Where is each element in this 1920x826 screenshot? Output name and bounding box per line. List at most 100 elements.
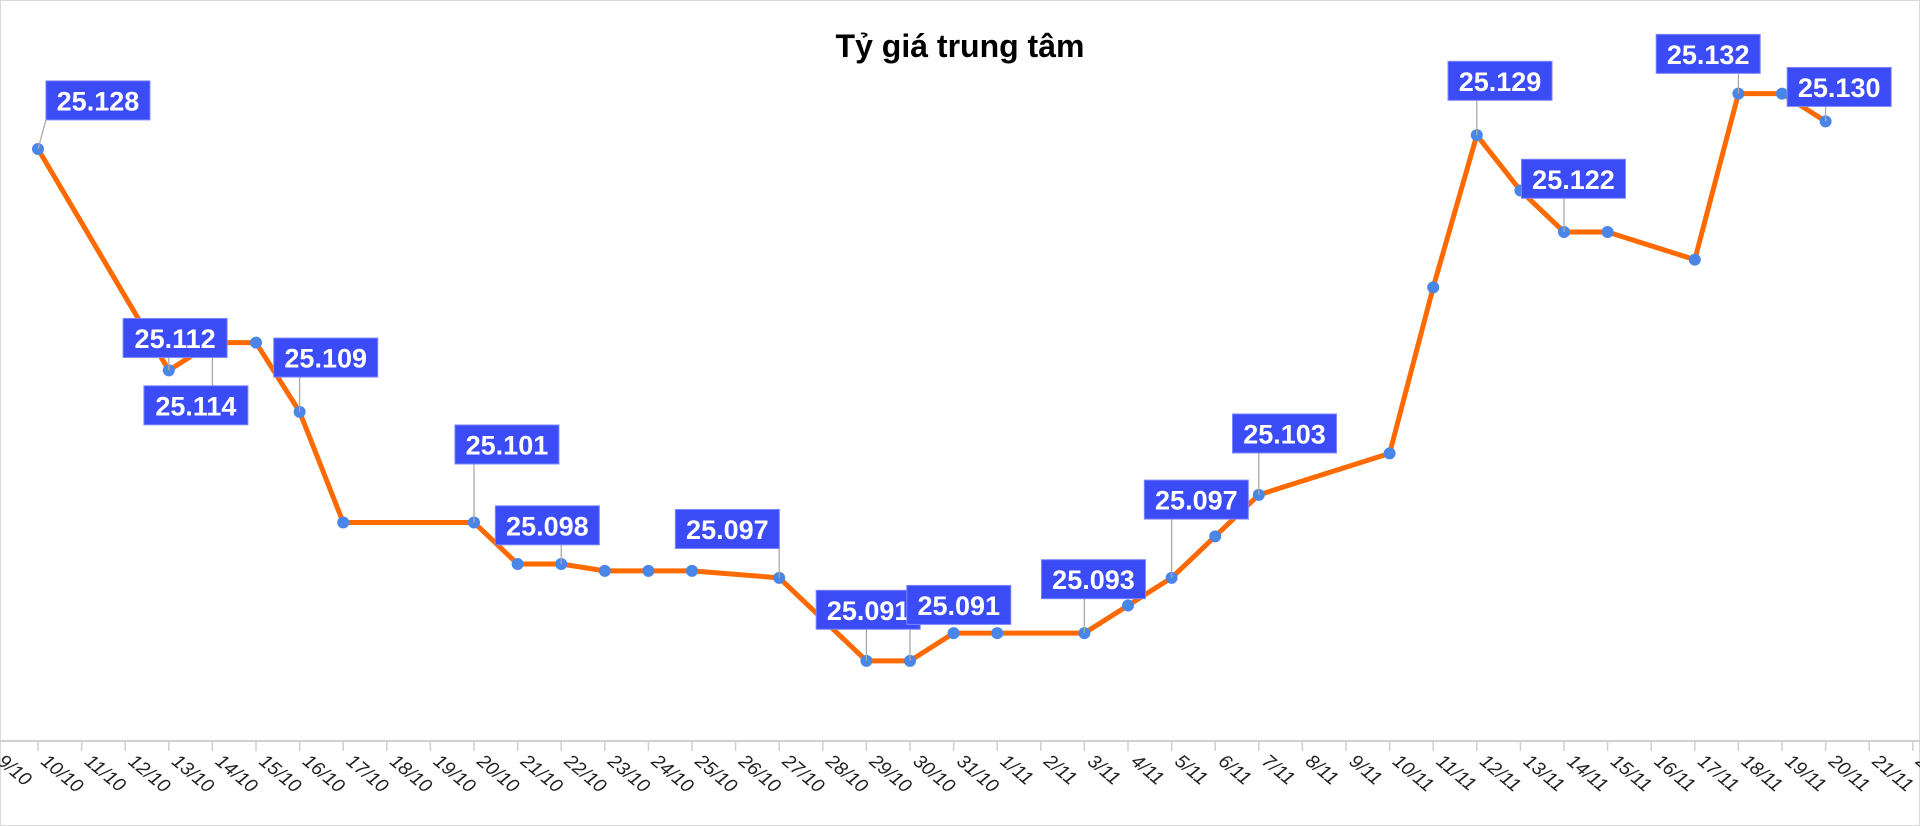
data-point: [511, 557, 524, 570]
x-tick-label: 11/11: [1432, 751, 1480, 796]
data-label-text: 25.112: [135, 324, 216, 354]
data-label-text: 25.128: [57, 86, 140, 116]
data-label-box: [1143, 479, 1249, 520]
data-label-box: [494, 505, 600, 546]
x-tick-label: 12/11: [1476, 751, 1525, 797]
data-point: [1383, 447, 1396, 460]
x-tick-label: 17/10: [342, 751, 392, 798]
data-label-box: [1786, 66, 1892, 107]
x-tick-label: 22/11: [1911, 750, 1920, 796]
x-tick-label: 22/10: [559, 750, 610, 798]
data-label-box: [1040, 559, 1146, 600]
data-point: [1427, 281, 1440, 294]
x-tick-label: 6/11: [1214, 751, 1255, 790]
data-label-box: [906, 584, 1012, 625]
data-label-box: [1520, 158, 1626, 199]
x-tick-label: 29/10: [864, 750, 915, 798]
x-tick-label: 15/10: [255, 751, 305, 798]
data-point: [686, 564, 698, 577]
x-tick-label: 14/10: [211, 751, 261, 798]
x-tick-label: 9/10: [0, 751, 35, 791]
data-label: 25.128: [45, 80, 151, 121]
x-tick-label: 26/10: [734, 750, 785, 798]
data-label-box: [273, 337, 379, 378]
x-tick-label: 14/11: [1563, 751, 1612, 797]
data-label-box: [45, 80, 151, 121]
x-tick-label: 11/10: [80, 751, 129, 797]
data-label: 25.132: [1655, 33, 1761, 74]
data-label-box: [674, 508, 780, 549]
x-tick-label: 7/11: [1258, 751, 1299, 790]
data-label-text: 25.097: [686, 515, 769, 545]
data-label-box: [1655, 33, 1761, 74]
data-label: 25.098: [494, 505, 600, 546]
x-tick-label: 8/11: [1301, 751, 1342, 790]
data-label-text: 25.091: [827, 596, 910, 626]
data-label-text: 25.132: [1667, 40, 1750, 70]
x-tick-label: 28/10: [821, 750, 872, 798]
data-label: 25.109: [273, 337, 379, 378]
data-label: 25.122: [1520, 158, 1626, 199]
data-label-box: [122, 317, 228, 358]
data-point: [598, 564, 611, 577]
x-tick-label: 20/10: [472, 750, 523, 798]
x-tick-label: 12/10: [124, 751, 174, 798]
data-label-text: 25.129: [1459, 67, 1542, 97]
data-label-text: 25.101: [466, 430, 549, 460]
data-label-box: [454, 424, 560, 465]
x-tick-label: 1/11: [996, 751, 1037, 790]
data-label-box: [143, 385, 249, 426]
x-tick-label: 15/11: [1606, 751, 1655, 797]
x-tick-label: 5/11: [1170, 751, 1211, 790]
data-point: [991, 627, 1004, 640]
data-label-text: 25.130: [1798, 73, 1881, 103]
data-label-text: 25.093: [1052, 565, 1135, 595]
x-tick-label: 25/10: [690, 750, 741, 798]
data-point: [1688, 253, 1701, 266]
data-point: [1209, 530, 1222, 543]
data-label: 25.114: [143, 385, 249, 426]
series-line: [35, 91, 1827, 664]
data-point: [642, 564, 655, 577]
x-tick-label: 24/10: [646, 750, 697, 798]
leader-line: [37, 119, 47, 150]
x-tick-label: 19/10: [429, 751, 479, 798]
x-tick-label: 18/11: [1737, 751, 1786, 797]
data-label: 25.097: [1143, 479, 1249, 520]
data-label: 25.129: [1447, 60, 1553, 101]
x-tick-label: 23/10: [603, 750, 654, 798]
data-label-text: 25.114: [155, 391, 236, 421]
data-label: 25.091: [906, 584, 1012, 625]
data-label: 25.130: [1786, 66, 1892, 107]
x-tick-label: 27/10: [777, 750, 828, 798]
x-tick-label: 17/11: [1694, 751, 1743, 797]
data-label-box: [815, 589, 921, 630]
data-point: [947, 627, 960, 640]
data-label-text: 25.098: [506, 511, 589, 541]
data-label: 25.097: [674, 508, 780, 549]
x-tick-label: 2/11: [1039, 750, 1081, 790]
x-tick-label: 30/10: [909, 751, 959, 798]
data-label-text: 25.122: [1532, 165, 1615, 195]
x-tick-label: 10/10: [37, 751, 87, 798]
data-point: [1601, 225, 1614, 238]
x-tick-label: 13/10: [168, 751, 218, 798]
data-label: 25.091: [815, 589, 921, 630]
x-tick-label: 16/11: [1650, 751, 1699, 797]
data-label-box: [1447, 60, 1553, 101]
x-tick-label: 21/11: [1867, 750, 1917, 796]
data-label: 25.112: [122, 317, 228, 358]
data-label-text: 25.103: [1243, 419, 1326, 449]
data-label-text: 25.091: [917, 591, 1000, 621]
data-point: [1122, 599, 1134, 612]
x-tick-label: 3/11: [1083, 751, 1124, 790]
x-tick-label: 13/11: [1519, 751, 1568, 797]
chart-title: Tỷ giá trung tâm: [835, 28, 1085, 64]
x-tick-label: 10/11: [1388, 751, 1437, 797]
x-tick-label: 20/11: [1824, 750, 1874, 796]
data-label: 25.093: [1040, 559, 1146, 600]
data-label: 25.103: [1232, 413, 1338, 454]
data-point: [337, 516, 350, 529]
x-tick-label: 16/10: [298, 751, 348, 798]
